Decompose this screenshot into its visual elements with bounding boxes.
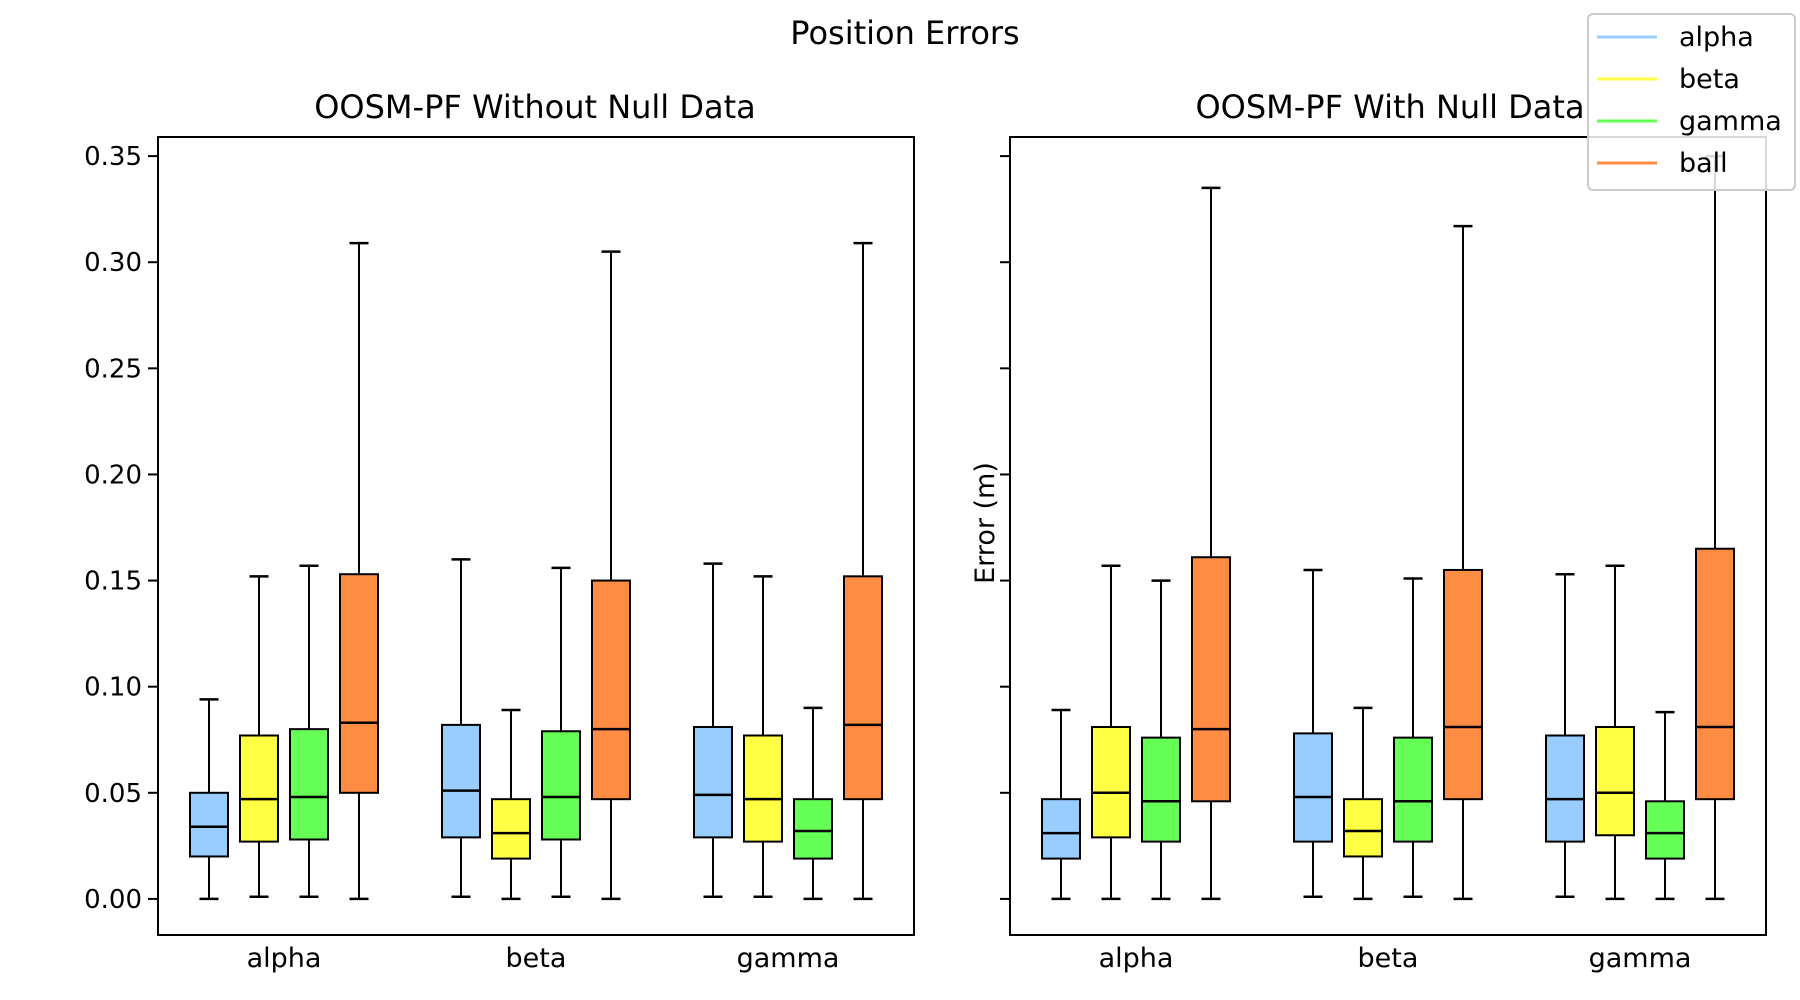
- box-gamma-beta: [541, 566, 581, 899]
- box-beta-alpha: [1091, 564, 1131, 901]
- legend-label-beta: beta: [1679, 64, 1740, 95]
- box-gamma-gamma: [793, 706, 833, 901]
- box-body: [1293, 732, 1333, 843]
- box-ball-gamma: [1695, 154, 1735, 901]
- legend-frame: [1587, 13, 1796, 191]
- box-alpha-alpha: [1041, 708, 1081, 901]
- y-tick-label: 0.05: [84, 779, 142, 809]
- x-tick-label: beta: [506, 943, 567, 974]
- box-body: [1141, 736, 1181, 843]
- box-plot-marks: [1041, 154, 1735, 901]
- box-body: [289, 728, 329, 841]
- box-body: [793, 798, 833, 860]
- box-body: [843, 575, 883, 801]
- box-alpha-alpha: [189, 698, 229, 901]
- box-beta-alpha: [239, 575, 279, 899]
- box-body: [1041, 798, 1081, 860]
- legend-label-ball: ball: [1679, 148, 1728, 179]
- box-body: [1091, 726, 1131, 839]
- x-tick-label: beta: [1358, 943, 1419, 974]
- box-ball-gamma: [843, 241, 883, 901]
- y-tick-label: 0.35: [84, 142, 142, 172]
- box-ball-alpha: [1191, 186, 1231, 901]
- y-tick-label: 0.15: [84, 567, 142, 597]
- box-body: [441, 723, 481, 839]
- legend-label-gamma: gamma: [1679, 106, 1782, 137]
- box-body: [693, 726, 733, 839]
- box-alpha-gamma: [1545, 572, 1585, 899]
- subplot-title: OOSM-PF Without Null Data: [314, 88, 756, 126]
- box-body: [339, 573, 379, 794]
- x-axis: alpha beta gamma: [1099, 943, 1692, 974]
- y-tick-label: 0.20: [84, 460, 142, 490]
- y-tick-label: 0.00: [84, 885, 142, 915]
- box-body: [239, 734, 279, 843]
- box-body: [1393, 736, 1433, 843]
- figure-suptitle: Position Errors: [790, 14, 1019, 52]
- box-beta-beta: [491, 708, 531, 901]
- y-axis: 0.00 0.05 0.10 0.15 0.20 0.25 0.30 0.35: [84, 142, 158, 915]
- box-body: [1695, 547, 1735, 801]
- box-ball-beta: [591, 250, 631, 901]
- x-axis: alpha beta gamma: [247, 943, 840, 974]
- axes-frame: [1009, 136, 1767, 936]
- box-body: [189, 791, 229, 858]
- box-body: [1343, 798, 1383, 858]
- box-gamma-alpha: [289, 564, 329, 899]
- box-alpha-beta: [1293, 568, 1333, 899]
- legend-label-alpha: alpha: [1679, 22, 1754, 53]
- y-tick-label: 0.30: [84, 248, 142, 278]
- box-body: [591, 579, 631, 801]
- y-axis: [1000, 155, 1010, 900]
- legend: alpha beta gamma ball: [1587, 13, 1796, 191]
- box-beta-beta: [1343, 706, 1383, 901]
- box-gamma-alpha: [1141, 579, 1181, 901]
- axes-frame: [157, 136, 915, 936]
- box-gamma-gamma: [1645, 710, 1685, 901]
- x-tick-label: gamma: [737, 943, 840, 974]
- box-body: [1443, 568, 1483, 801]
- x-tick-label: alpha: [247, 943, 322, 974]
- box-body: [1191, 556, 1231, 803]
- box-gamma-beta: [1393, 577, 1433, 899]
- box-body: [743, 734, 783, 843]
- box-body: [491, 798, 531, 860]
- y-tick-label: 0.25: [84, 354, 142, 384]
- subplot-without-null-data: OOSM-PF Without Null Data 0.000.050.100.…: [84, 88, 915, 974]
- subplot-with-null-data: OOSM-PF With Null Data alpha beta gamma Er…: [970, 88, 1767, 974]
- subplot-title: OOSM-PF With Null Data: [1195, 88, 1584, 126]
- box-body: [1645, 800, 1685, 860]
- box-ball-beta: [1443, 224, 1483, 901]
- y-axis-label: Error (m): [970, 462, 1001, 584]
- box-beta-gamma: [743, 575, 783, 899]
- x-tick-label: gamma: [1589, 943, 1692, 974]
- box-body: [1545, 734, 1585, 843]
- box-alpha-gamma: [693, 562, 733, 899]
- x-tick-label: alpha: [1099, 943, 1174, 974]
- box-body: [541, 730, 581, 841]
- box-body: [1595, 726, 1635, 837]
- box-alpha-beta: [441, 558, 481, 899]
- y-tick-label: 0.10: [84, 673, 142, 703]
- box-ball-alpha: [339, 241, 379, 901]
- box-beta-gamma: [1595, 564, 1635, 901]
- box-plot-marks: [189, 241, 883, 901]
